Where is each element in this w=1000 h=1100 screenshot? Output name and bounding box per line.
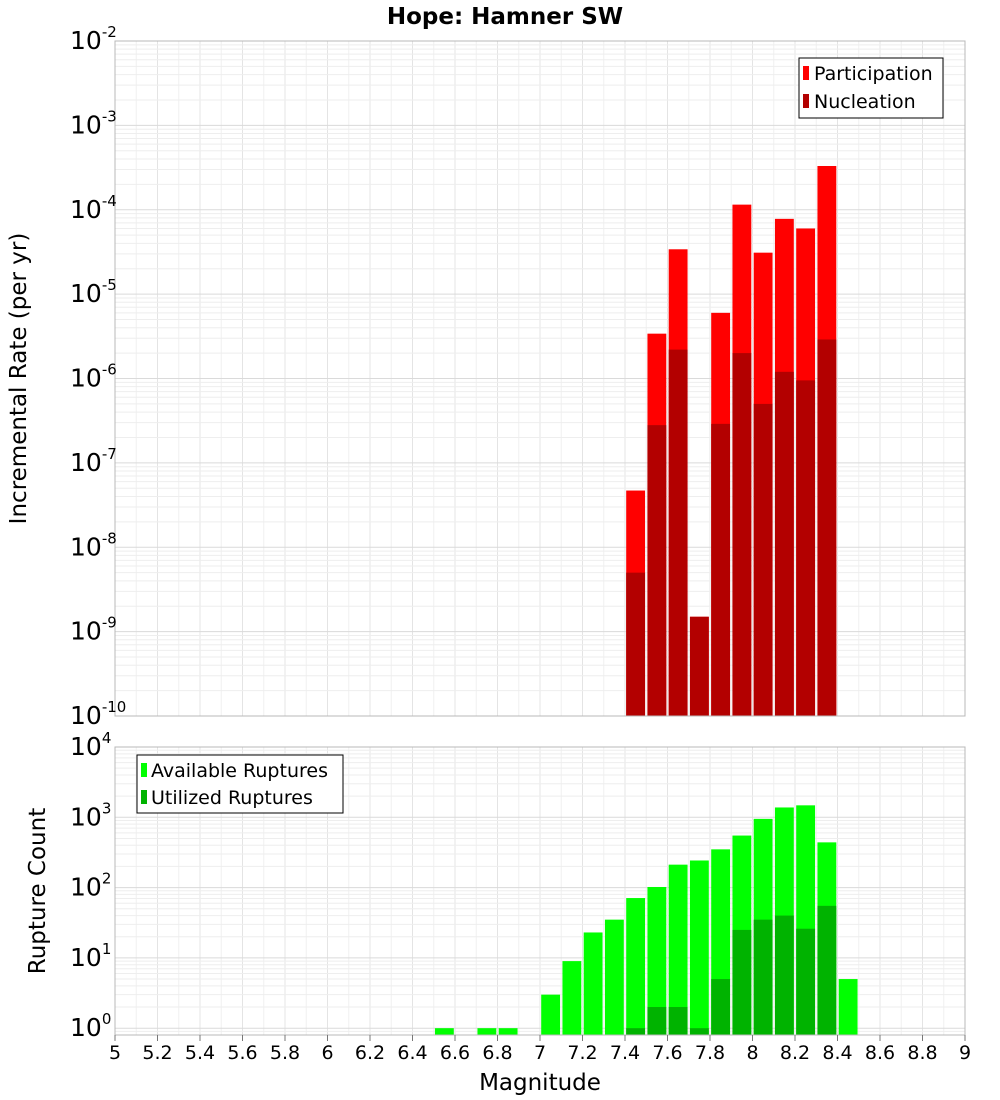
nucleation-bar bbox=[647, 425, 667, 716]
utilized-ruptures-bar bbox=[753, 919, 773, 1035]
x-tick-label: 5 bbox=[109, 1042, 121, 1064]
x-axis-label: Magnitude bbox=[479, 1070, 601, 1096]
legend-label: Available Ruptures bbox=[151, 760, 328, 782]
nucleation-bar bbox=[732, 353, 752, 716]
available-ruptures-bar bbox=[626, 898, 646, 1035]
available-ruptures-bar bbox=[541, 994, 561, 1035]
x-tick-label: 8.6 bbox=[865, 1042, 895, 1064]
available-ruptures-bar bbox=[477, 1028, 497, 1035]
rate-y-tick-label: 10-5 bbox=[70, 276, 117, 308]
x-tick-label: 7.2 bbox=[567, 1042, 597, 1064]
utilized-ruptures-bar bbox=[626, 1028, 646, 1035]
x-tick-label: 8.4 bbox=[822, 1042, 852, 1064]
legend-swatch bbox=[141, 763, 147, 777]
x-tick-label: 5.2 bbox=[142, 1042, 172, 1064]
rate-legend-box bbox=[798, 57, 944, 119]
count-y-tick-label: 102 bbox=[70, 870, 111, 902]
rate-y-tick-label: 10-3 bbox=[70, 107, 117, 139]
x-tick-label: 8.8 bbox=[907, 1042, 937, 1064]
rate-legend: Participation Nucleation bbox=[798, 57, 944, 119]
nucleation-bar bbox=[774, 371, 794, 716]
rate-y-axis-label: Incremental Rate (per yr) bbox=[6, 233, 32, 525]
x-tick-label: 6.2 bbox=[355, 1042, 385, 1064]
nucleation-bar bbox=[796, 380, 816, 716]
rate-bars bbox=[626, 166, 837, 717]
utilized-ruptures-bar bbox=[732, 929, 752, 1035]
available-ruptures-bar bbox=[689, 860, 709, 1035]
utilized-ruptures-bar bbox=[647, 1007, 667, 1035]
available-ruptures-bar bbox=[838, 979, 858, 1035]
nucleation-bar bbox=[753, 403, 773, 716]
x-tick-label: 7.8 bbox=[695, 1042, 725, 1064]
legend-label: Participation bbox=[814, 63, 933, 85]
utilized-ruptures-bar bbox=[796, 928, 816, 1035]
legend-swatch bbox=[141, 790, 147, 804]
count-y-tick-label: 100 bbox=[70, 1010, 111, 1042]
rate-y-tick-label: 10-8 bbox=[70, 529, 117, 561]
x-tick-label: 8 bbox=[746, 1042, 758, 1064]
rate-y-tick-label: 10-2 bbox=[70, 23, 117, 55]
available-ruptures-bar bbox=[647, 886, 667, 1035]
chart-title: Hope: Hamner SW bbox=[387, 4, 623, 30]
x-tick-label: 5.6 bbox=[227, 1042, 257, 1064]
rate-y-tick-label: 10-4 bbox=[70, 192, 117, 224]
nucleation-bar bbox=[711, 423, 731, 716]
x-tick-label: 5.4 bbox=[185, 1042, 215, 1064]
x-tick-label: 7.4 bbox=[610, 1042, 640, 1064]
rate-grid bbox=[114, 40, 966, 717]
x-tick-label: 6.8 bbox=[482, 1042, 512, 1064]
legend-label: Nucleation bbox=[814, 91, 916, 113]
count-y-axis-label: Rupture Count bbox=[25, 808, 51, 974]
available-ruptures-bar bbox=[498, 1028, 518, 1035]
available-ruptures-bar bbox=[668, 864, 688, 1035]
rate-y-tick-label: 10-6 bbox=[70, 361, 117, 393]
available-ruptures-bar bbox=[604, 919, 624, 1035]
legend-swatch bbox=[803, 66, 809, 80]
x-tick-label: 9 bbox=[959, 1042, 971, 1064]
count-y-tick-label: 101 bbox=[70, 940, 111, 972]
x-tick-label: 6 bbox=[321, 1042, 333, 1064]
x-tick-label: 7.6 bbox=[652, 1042, 682, 1064]
legend-label: Utilized Ruptures bbox=[151, 787, 313, 809]
legend-swatch bbox=[803, 94, 809, 108]
nucleation-bar bbox=[817, 339, 837, 716]
utilized-ruptures-bar bbox=[668, 1007, 688, 1035]
rate-frame bbox=[114, 40, 966, 717]
utilized-ruptures-bar bbox=[689, 1028, 709, 1035]
count-legend: Available Ruptures Utilized Ruptures bbox=[136, 754, 344, 814]
utilized-ruptures-bar bbox=[711, 979, 731, 1035]
nucleation-bar bbox=[689, 616, 709, 716]
rate-panel bbox=[114, 40, 966, 717]
x-tick-label: 6.4 bbox=[397, 1042, 427, 1064]
nucleation-bar bbox=[668, 349, 688, 716]
utilized-ruptures-bar bbox=[774, 915, 794, 1035]
x-tick-label: 5.8 bbox=[270, 1042, 300, 1064]
count-bars bbox=[434, 805, 858, 1035]
count-y-tick-label: 103 bbox=[70, 799, 111, 831]
available-ruptures-bar bbox=[583, 932, 603, 1035]
available-ruptures-bar bbox=[562, 961, 582, 1035]
x-tick-label: 6.6 bbox=[440, 1042, 470, 1064]
nucleation-bar bbox=[626, 572, 646, 716]
x-tick-label: 8.2 bbox=[780, 1042, 810, 1064]
utilized-ruptures-bar bbox=[817, 905, 837, 1035]
count-y-tick-label: 104 bbox=[70, 729, 111, 761]
x-tick-label: 7 bbox=[534, 1042, 546, 1064]
count-legend-box bbox=[136, 754, 344, 814]
available-ruptures-bar bbox=[434, 1028, 454, 1035]
count-panel bbox=[114, 746, 966, 1036]
rate-y-tick-label: 10-10 bbox=[70, 698, 126, 730]
rate-y-tick-label: 10-9 bbox=[70, 614, 117, 646]
rate-y-tick-label: 10-7 bbox=[70, 445, 117, 477]
